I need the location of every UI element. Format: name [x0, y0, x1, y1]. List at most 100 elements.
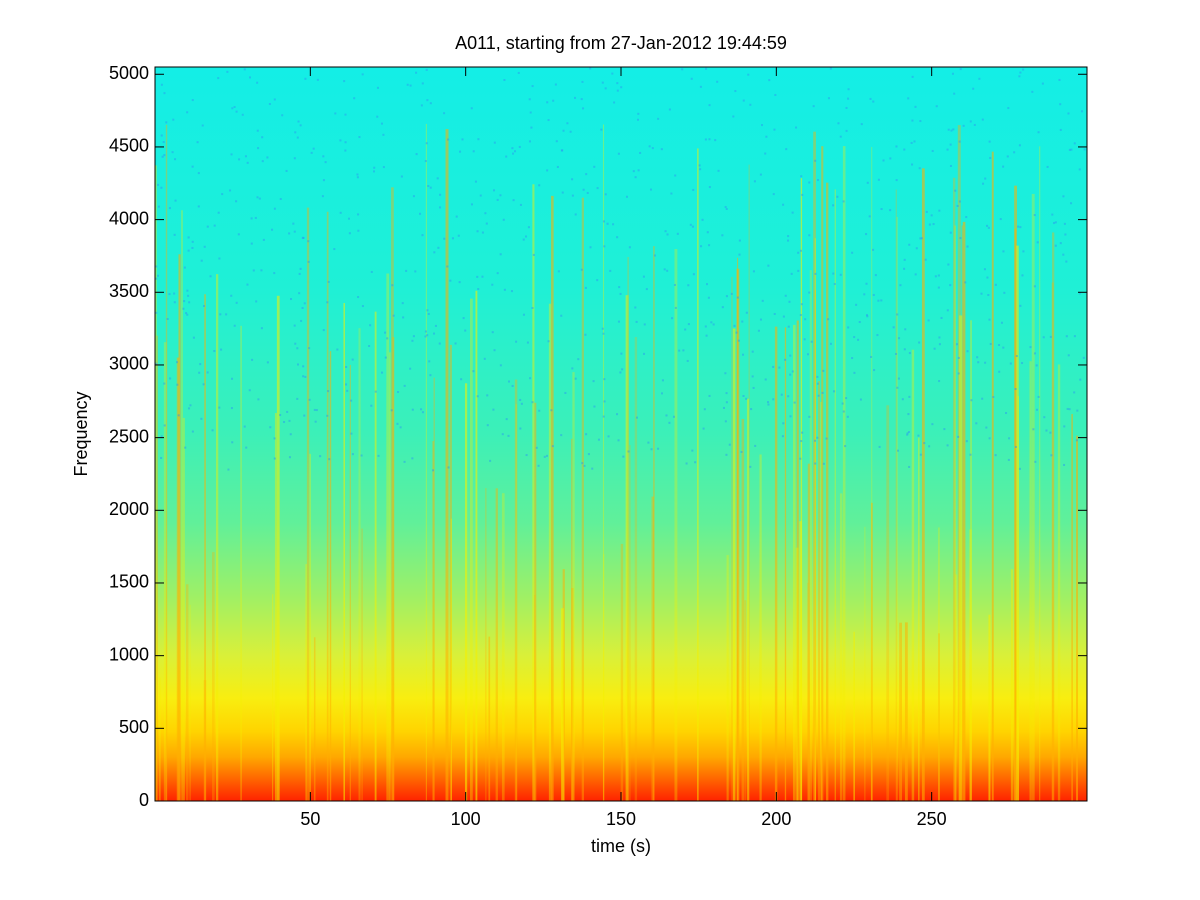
texture-speck: [970, 399, 973, 402]
texture-speck: [358, 136, 361, 139]
texture-speck: [525, 454, 528, 457]
texture-speck: [937, 274, 940, 277]
texture-speck: [184, 446, 187, 449]
texture-speck: [976, 356, 979, 359]
texture-speck: [197, 205, 200, 208]
texture-speck: [315, 409, 318, 412]
texture-speck: [191, 246, 194, 249]
texture-speck: [483, 357, 486, 360]
texture-speck: [492, 408, 495, 411]
texture-speck: [808, 181, 811, 184]
texture-speck: [903, 258, 906, 261]
texture-speck: [938, 380, 941, 383]
texture-speck: [793, 401, 796, 404]
texture-speck: [1066, 407, 1069, 410]
texture-streak: [796, 320, 799, 801]
texture-streak: [274, 413, 277, 801]
texture-speck: [933, 347, 936, 350]
texture-speck: [795, 126, 798, 129]
texture-speck: [254, 216, 257, 219]
texture-speck: [519, 203, 522, 206]
texture-speck: [787, 239, 790, 242]
texture-speck: [203, 245, 206, 248]
texture-speck: [520, 402, 523, 405]
texture-speck: [670, 192, 673, 195]
texture-speck: [911, 75, 914, 78]
texture-speck: [571, 367, 574, 370]
texture-speck: [421, 82, 424, 85]
texture-speck: [687, 284, 690, 287]
texture-streak: [313, 637, 316, 801]
texture-speck: [812, 105, 815, 108]
texture-speck: [569, 130, 572, 133]
texture-speck: [621, 368, 624, 371]
texture-speck: [832, 204, 835, 207]
texture-speck: [752, 386, 755, 389]
texture-speck: [163, 382, 166, 385]
texture-speck: [765, 135, 768, 138]
texture-speck: [836, 195, 839, 198]
texture-speck: [174, 158, 177, 161]
texture-speck: [481, 231, 484, 234]
texture-speck: [397, 390, 400, 393]
texture-speck: [930, 214, 933, 217]
texture-speck: [1064, 233, 1067, 236]
texture-speck: [845, 129, 848, 132]
texture-speck: [198, 371, 201, 374]
texture-speck: [649, 188, 652, 191]
texture-speck: [872, 248, 875, 251]
texture-speck: [420, 104, 423, 107]
texture-speck: [177, 414, 180, 417]
texture-speck: [584, 333, 587, 336]
texture-streak: [1029, 361, 1032, 801]
texture-speck: [529, 111, 532, 114]
texture-speck: [708, 138, 711, 141]
texture-speck: [339, 211, 342, 214]
texture-speck: [832, 272, 835, 275]
texture-streak: [814, 238, 816, 801]
texture-speck: [528, 140, 531, 143]
texture-speck: [987, 226, 990, 229]
texture-speck: [1078, 168, 1081, 171]
texture-speck: [428, 360, 431, 363]
texture-speck: [946, 148, 949, 151]
texture-speck: [800, 303, 803, 306]
y-tick-label: 4000: [109, 208, 149, 228]
texture-speck: [392, 314, 395, 317]
texture-speck: [374, 390, 377, 393]
texture-speck: [767, 403, 770, 406]
texture-speck: [622, 455, 625, 458]
texture-speck: [316, 78, 319, 81]
texture-speck: [994, 283, 997, 286]
texture-speck: [503, 79, 506, 82]
texture-speck: [721, 306, 724, 309]
texture-speck: [464, 329, 467, 332]
texture-speck: [235, 301, 238, 304]
texture-speck: [877, 178, 880, 181]
texture-streak: [634, 337, 638, 801]
texture-streak: [495, 488, 498, 801]
texture-speck: [760, 124, 763, 127]
texture-speck: [505, 418, 508, 421]
texture-speck: [734, 90, 737, 93]
texture-speck: [790, 272, 793, 275]
texture-speck: [155, 277, 158, 280]
texture-streak: [759, 454, 762, 801]
texture-speck: [637, 112, 640, 115]
texture-speck: [225, 313, 228, 316]
texture-streak: [1016, 245, 1019, 801]
texture-speck: [202, 305, 205, 308]
texture-speck: [1033, 352, 1036, 355]
texture-speck: [825, 437, 828, 440]
texture-speck: [501, 433, 504, 436]
texture-speck: [752, 270, 755, 273]
texture-speck: [266, 156, 269, 159]
texture-speck: [426, 334, 429, 337]
texture-speck: [160, 186, 163, 189]
texture-speck: [292, 222, 295, 225]
texture-streak: [896, 216, 898, 801]
texture-speck: [938, 209, 941, 212]
texture-streak: [954, 574, 958, 801]
texture-speck: [1018, 467, 1021, 470]
texture-speck: [344, 141, 347, 144]
